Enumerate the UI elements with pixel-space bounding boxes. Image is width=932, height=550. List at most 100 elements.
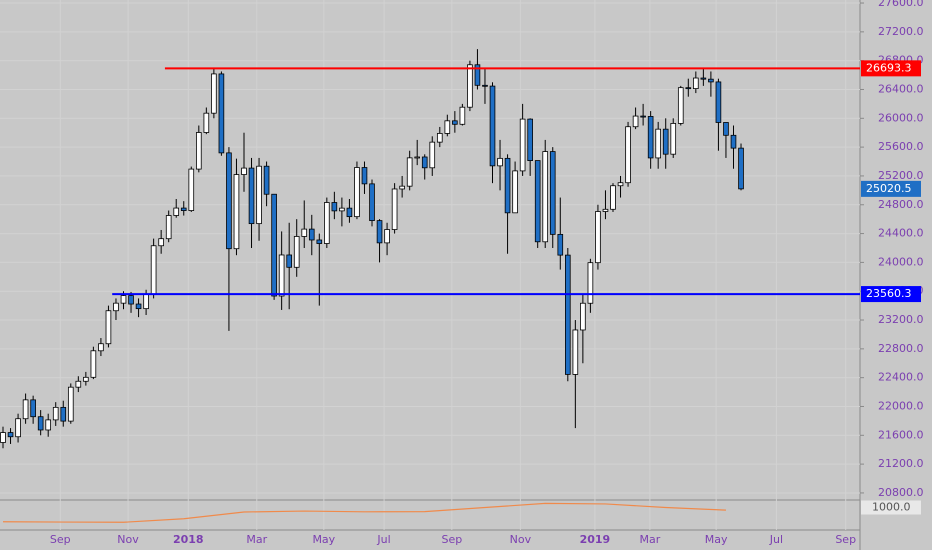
candle-body	[354, 167, 360, 218]
candle-body	[700, 77, 707, 80]
candle-body	[60, 406, 67, 422]
candle-body	[45, 419, 52, 431]
candle-body	[0, 432, 6, 443]
candle-body	[188, 168, 195, 211]
x-tick-label: 2018	[173, 533, 204, 546]
candle-body	[459, 106, 466, 125]
candle-body	[482, 84, 488, 87]
candle-body	[595, 211, 601, 264]
candle-body	[504, 157, 511, 214]
candle-body	[738, 147, 744, 190]
candle-body	[730, 134, 737, 149]
last-price-label: 25020.5	[866, 182, 912, 195]
y-tick-label: 25200.0	[878, 169, 924, 182]
candle-body	[467, 64, 473, 108]
y-tick-label: 22400.0	[878, 371, 924, 384]
x-tick-label: Jul	[769, 533, 783, 546]
candle-body	[195, 132, 202, 170]
candle-body	[173, 207, 180, 216]
y-tick-label: 27200.0	[878, 25, 924, 38]
candle-body	[278, 254, 285, 297]
candle-body	[723, 122, 729, 136]
candle-body	[444, 120, 451, 134]
level-tag	[861, 286, 921, 303]
level-tag	[861, 60, 921, 77]
candle-body	[75, 380, 82, 388]
candle-body	[293, 236, 300, 268]
candle-body	[128, 295, 134, 305]
candle-body	[150, 245, 157, 295]
candle-body	[512, 170, 518, 214]
y-tick-label: 22000.0	[878, 399, 924, 412]
candle-body	[534, 160, 541, 243]
candle-body	[436, 133, 443, 143]
indicator-tag	[861, 500, 921, 515]
candle-body	[105, 310, 112, 345]
candle-body	[256, 165, 262, 225]
candle-body	[316, 239, 323, 244]
candle-body	[391, 188, 398, 230]
candle-body	[519, 118, 526, 172]
y-tick-label: 21600.0	[878, 428, 924, 441]
candle-body	[271, 193, 277, 297]
candle-body	[143, 293, 149, 310]
candle-body	[647, 116, 654, 159]
candle-body	[90, 350, 97, 378]
candle-body	[693, 77, 699, 90]
y-tick-label: 24800.0	[878, 198, 924, 211]
y-tick-label: 25600.0	[878, 140, 924, 153]
candle-body	[587, 262, 594, 304]
candle-body	[677, 87, 684, 124]
y-tick-label: 26400.0	[878, 82, 924, 95]
candle-body	[414, 156, 421, 159]
y-tick-label: 21200.0	[878, 457, 924, 470]
candle-body	[165, 215, 172, 240]
x-tick-label: May	[705, 533, 728, 546]
y-tick-label: 22800.0	[878, 342, 924, 355]
candle-body	[241, 167, 247, 175]
x-tick-label: May	[312, 533, 335, 546]
candle-body	[429, 141, 436, 169]
candle-body	[617, 182, 624, 187]
x-tick-label: Nov	[117, 533, 139, 546]
candle-body	[384, 229, 390, 244]
candle-body	[662, 128, 669, 155]
candle-body	[248, 167, 255, 225]
x-tick-label: Nov	[510, 533, 532, 546]
candle-body	[549, 151, 556, 235]
candle-body	[180, 207, 187, 211]
candle-body	[286, 254, 292, 268]
candle-body	[610, 185, 616, 210]
candle-body	[7, 432, 14, 438]
candle-body	[113, 302, 119, 312]
level-tag-label: 23560.3	[866, 287, 912, 300]
x-tick-label: Sep	[50, 533, 71, 546]
candle-body	[685, 87, 692, 90]
candle-body	[376, 220, 383, 244]
candle-body	[542, 151, 549, 243]
candle-body	[640, 115, 646, 118]
candle-body	[369, 183, 375, 222]
candle-body	[497, 157, 503, 167]
candle-body	[632, 115, 639, 128]
candle-body	[452, 120, 458, 125]
x-tick-label: Jul	[376, 533, 390, 546]
candle-body	[15, 418, 21, 438]
candle-body	[625, 126, 631, 184]
x-tick-label: Mar	[246, 533, 267, 546]
candle-body	[263, 165, 270, 195]
candle-body	[557, 233, 564, 256]
candle-body	[399, 185, 405, 190]
candle-body	[489, 85, 496, 167]
x-tick-label: Sep	[835, 533, 856, 546]
candle-body	[361, 167, 368, 185]
candle-body	[226, 152, 232, 250]
candle-body	[406, 157, 413, 187]
candle-body	[98, 343, 104, 352]
candle-body	[339, 207, 345, 212]
candle-body	[565, 254, 571, 375]
candle-body	[135, 303, 142, 310]
y-tick-label: 26000.0	[878, 111, 924, 124]
x-tick-label: Sep	[441, 533, 462, 546]
